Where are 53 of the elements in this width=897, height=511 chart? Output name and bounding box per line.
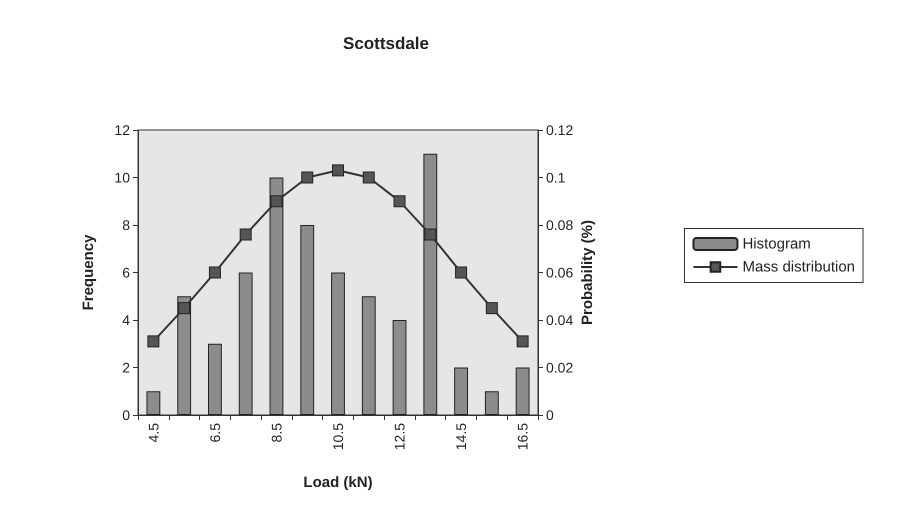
y2-tick-label: 0 <box>546 407 554 423</box>
bar <box>208 344 222 415</box>
y-tick-label: 12 <box>114 122 130 138</box>
bar <box>516 368 530 415</box>
bar <box>392 320 406 415</box>
bar <box>238 272 253 415</box>
point <box>516 335 529 348</box>
bar <box>362 296 376 415</box>
bar <box>331 272 345 415</box>
y-tick-label: 6 <box>122 264 130 280</box>
point <box>270 195 282 208</box>
bar <box>177 296 192 415</box>
y-tick-label: 4 <box>122 312 130 328</box>
point <box>301 172 314 184</box>
x-tick-label: 14.5 <box>453 422 470 450</box>
y2-tick-label: 0.1 <box>546 170 566 186</box>
point <box>208 266 221 278</box>
point <box>424 228 436 240</box>
point <box>332 164 344 176</box>
bar <box>423 154 438 415</box>
y-tick-label: 8 <box>122 217 130 233</box>
x-tick-label: 4.5 <box>145 422 162 442</box>
y2-tick-label: 0.06 <box>546 264 574 280</box>
y-axis-title: Frequency <box>80 234 97 310</box>
y2-tick-label: 0.12 <box>546 122 574 138</box>
point <box>147 335 160 348</box>
x-axis-title: Load (kN) <box>303 474 373 491</box>
y2-tick-label: 0.08 <box>546 217 574 233</box>
y2-tick-label: 0.02 <box>546 360 574 376</box>
y-tick-label: 2 <box>122 360 130 376</box>
bar <box>146 391 160 415</box>
y2-axis-title: Probability (%) <box>579 220 596 326</box>
bar <box>270 178 284 415</box>
point <box>178 302 190 314</box>
point <box>240 228 252 240</box>
point <box>362 172 375 184</box>
x-tick-label: 12.5 <box>392 422 408 450</box>
y-tick-label: 0 <box>122 407 130 423</box>
y-tick-label: 10 <box>114 170 130 186</box>
bar <box>300 225 314 415</box>
point <box>394 195 406 208</box>
bar <box>454 368 468 415</box>
chart-title: Scottsdale <box>343 34 429 53</box>
x-tick-label: 10.5 <box>330 422 346 450</box>
x-tick-label: 8.5 <box>268 422 284 442</box>
bar <box>484 391 499 415</box>
point <box>486 302 498 314</box>
x-tick-label: 6.5 <box>206 422 223 442</box>
legend-label: Mass distribution <box>742 258 856 276</box>
point <box>455 266 468 278</box>
y2-tick-label: 0.04 <box>546 312 574 328</box>
x-tick-label: 16.5 <box>514 422 531 450</box>
legend-label: Histogram <box>742 236 811 252</box>
